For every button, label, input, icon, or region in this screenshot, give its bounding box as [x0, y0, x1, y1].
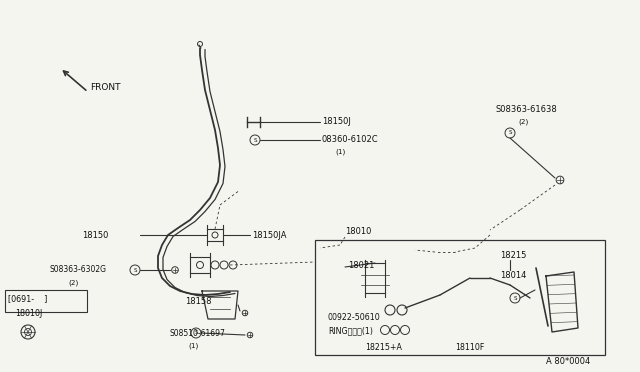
- Text: 18215: 18215: [500, 250, 526, 260]
- Text: [0691-    ]: [0691- ]: [8, 295, 47, 304]
- Text: RINGリング(1): RINGリング(1): [328, 327, 373, 336]
- Text: 18158: 18158: [185, 298, 211, 307]
- Text: (2): (2): [68, 280, 78, 286]
- Text: 18021: 18021: [348, 260, 374, 269]
- Text: S08510-61697: S08510-61697: [170, 328, 226, 337]
- Text: 18215+A: 18215+A: [365, 343, 402, 353]
- Text: 08360-6102C: 08360-6102C: [322, 135, 379, 144]
- Bar: [315, 240, 605, 355]
- Text: FRONT: FRONT: [90, 83, 120, 93]
- Text: S: S: [508, 131, 512, 135]
- Text: (2): (2): [518, 119, 528, 125]
- Text: 18150J: 18150J: [322, 118, 351, 126]
- Bar: [5, 290, 87, 312]
- Text: S: S: [253, 138, 257, 142]
- Text: A 80*0004: A 80*0004: [546, 357, 590, 366]
- Text: 18010: 18010: [345, 228, 371, 237]
- Text: (1): (1): [335, 149, 345, 155]
- Text: S: S: [195, 330, 198, 336]
- Text: 00922-50610: 00922-50610: [328, 314, 381, 323]
- Text: 18150JA: 18150JA: [252, 231, 287, 240]
- Text: 18014: 18014: [500, 270, 526, 279]
- Text: S: S: [513, 295, 516, 301]
- Text: S: S: [133, 267, 137, 273]
- Text: 18150: 18150: [82, 231, 108, 240]
- Text: S08363-61638: S08363-61638: [495, 106, 557, 115]
- Text: 18010J: 18010J: [15, 310, 42, 318]
- Text: (1): (1): [188, 343, 198, 349]
- Text: S08363-6302G: S08363-6302G: [50, 266, 107, 275]
- Text: 18110F: 18110F: [455, 343, 484, 353]
